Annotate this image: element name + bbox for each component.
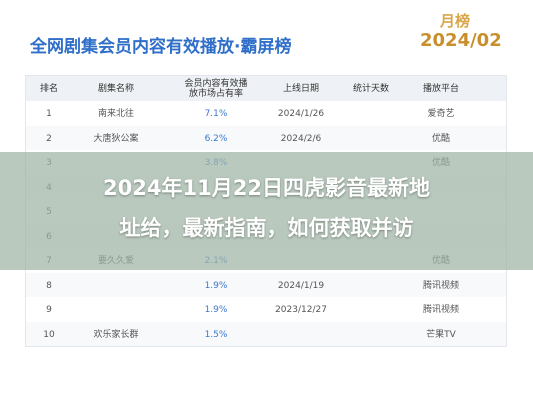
column-header: 会员内容有效播放市场占有率 xyxy=(184,79,248,99)
table-cell: 2023/12/27 xyxy=(275,305,327,315)
column-header: 统计天数 xyxy=(352,84,389,94)
badge: 月榜 xyxy=(440,12,471,30)
column-header: 上线日期 xyxy=(282,84,319,94)
badge: 2024/02 xyxy=(420,30,502,51)
row-stripe xyxy=(26,125,506,150)
table-cell: 芒果TV xyxy=(426,329,456,340)
column-header: 剧集名称 xyxy=(97,84,134,94)
column-header: 播放平台 xyxy=(422,84,459,94)
overlay: 2024年11月22日四虎影音最新地 址给，最新指南，如何获取并访 xyxy=(0,152,533,270)
column-header: 排名 xyxy=(39,84,58,94)
table-cell: 南来北往 xyxy=(97,109,135,119)
table-cell: 8 xyxy=(46,280,52,291)
table-cell: 爱奇艺 xyxy=(427,109,455,119)
table-cell: 1.9% xyxy=(204,305,228,315)
table: 排名 剧集名称 会员内容有效播放市场占有率 上线日期 统计天数 播放平台 1 南来北往 7.1%… xyxy=(25,75,507,347)
table-cell: 欢乐家长群 xyxy=(93,329,139,340)
table-cell: 6.2% xyxy=(204,133,228,144)
table-cell: 大唐狄公案 xyxy=(93,133,139,144)
overlay-text: 址给，最新指南，如何获取并访 xyxy=(119,216,414,240)
table-cell: 优酷 xyxy=(431,133,451,144)
table-cell: 7.1% xyxy=(204,109,228,119)
table-cell: 2024/2/6 xyxy=(280,133,322,144)
table-cell: 1.5% xyxy=(204,329,228,340)
table-cell: 1 xyxy=(46,109,52,119)
table-cell: 9 xyxy=(46,305,52,315)
table-cell: 2024/1/19 xyxy=(277,280,325,291)
table-cell: 2 xyxy=(46,133,52,144)
table-cell: 腾讯视频 xyxy=(422,280,460,291)
title: 全网剧集会员内容有效播放·霸屏榜 xyxy=(30,37,292,57)
table-cell: 1.9% xyxy=(204,280,228,291)
table-cell: 10 xyxy=(43,329,55,340)
table-header xyxy=(26,76,506,101)
table-cell: 腾讯视频 xyxy=(422,305,460,315)
table-cell: 2024/1/26 xyxy=(277,109,325,119)
row-stripe xyxy=(26,321,506,346)
row-stripe xyxy=(26,272,506,297)
overlay-text: 2024年11月22日四虎影音最新地 xyxy=(103,176,430,200)
